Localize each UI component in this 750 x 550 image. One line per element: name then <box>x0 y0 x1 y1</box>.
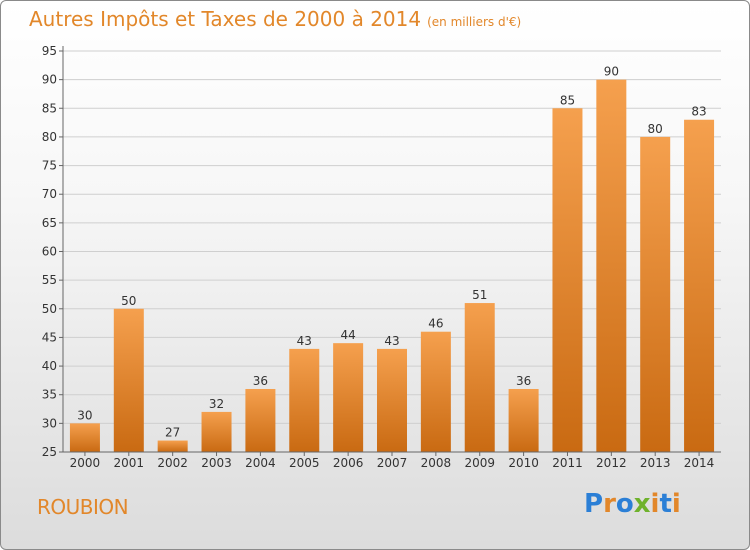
value-label: 36 <box>516 374 531 388</box>
y-tick-label: 70 <box>42 187 57 201</box>
x-tick-label: 2008 <box>421 456 452 470</box>
value-label: 90 <box>604 65 619 79</box>
x-tick-label: 2010 <box>508 456 539 470</box>
x-tick-label: 2003 <box>201 456 232 470</box>
y-tick-label: 30 <box>42 416 57 430</box>
y-tick-label: 75 <box>42 159 57 173</box>
logo-letter: t <box>659 489 672 519</box>
tick-labels: 25 30 35 40 45 50 55 60 65 70 75 80 85 90 95 30 2000 50 20… <box>42 44 715 470</box>
axes <box>59 46 721 456</box>
value-label: 46 <box>428 317 443 331</box>
chart-unit: (en milliers d'€) <box>427 15 522 29</box>
chart-title: Autres Impôts et Taxes de 2000 à 2014 (en… <box>29 7 521 31</box>
bar <box>69 423 100 452</box>
bar <box>508 388 539 452</box>
x-tick-label: 2014 <box>684 456 715 470</box>
bar <box>464 303 495 452</box>
x-tick-label: 2013 <box>640 456 671 470</box>
place-name: ROUBION <box>37 495 129 519</box>
value-label: 85 <box>560 93 575 107</box>
bar <box>157 440 188 452</box>
bar <box>113 308 144 452</box>
value-label: 51 <box>472 288 487 302</box>
x-tick-label: 2001 <box>114 456 145 470</box>
bar <box>377 348 407 452</box>
value-label: 83 <box>691 105 706 119</box>
y-tick-label: 35 <box>42 388 57 402</box>
value-label: 27 <box>165 426 180 440</box>
bar <box>333 343 364 452</box>
proxiti-logo: Proxiti <box>584 489 681 519</box>
bars <box>69 79 715 453</box>
bar <box>596 79 627 453</box>
x-tick-label: 2006 <box>333 456 364 470</box>
x-tick-label: 2002 <box>157 456 188 470</box>
y-tick-label: 25 <box>42 445 57 459</box>
y-tick-label: 60 <box>42 245 57 259</box>
bar <box>552 108 583 453</box>
y-tick-label: 40 <box>42 359 57 373</box>
y-tick-label: 85 <box>42 101 57 115</box>
value-label: 43 <box>384 334 399 348</box>
logo-letter: r <box>603 489 616 519</box>
logo-letter: P <box>584 489 604 519</box>
value-label: 36 <box>253 374 268 388</box>
y-tick-label: 55 <box>42 273 57 287</box>
x-tick-label: 2012 <box>596 456 627 470</box>
x-tick-label: 2004 <box>245 456 276 470</box>
y-tick-label: 65 <box>42 216 57 230</box>
x-tick-label: 2009 <box>464 456 495 470</box>
x-tick-label: 2007 <box>377 456 408 470</box>
x-tick-label: 2005 <box>289 456 320 470</box>
bar <box>245 388 276 452</box>
value-label: 44 <box>340 328 355 342</box>
x-tick-label: 2000 <box>70 456 101 470</box>
bar <box>640 136 671 452</box>
chart-title-text: Autres Impôts et Taxes de 2000 à 2014 <box>29 7 422 31</box>
y-tick-label: 80 <box>42 130 57 144</box>
y-tick-label: 50 <box>42 302 57 316</box>
value-label: 50 <box>121 294 136 308</box>
logo-letter: x <box>633 489 651 519</box>
y-tick-label: 90 <box>42 73 57 87</box>
value-label: 43 <box>297 334 312 348</box>
value-label: 30 <box>77 408 92 422</box>
y-tick-label: 95 <box>42 44 57 58</box>
bar <box>420 331 451 452</box>
bar <box>201 411 232 452</box>
value-label: 80 <box>648 122 663 136</box>
value-label: 32 <box>209 397 224 411</box>
logo-letter: i <box>671 489 681 519</box>
x-tick-label: 2011 <box>552 456 583 470</box>
bar <box>289 348 320 452</box>
logo-letter: o <box>615 489 634 519</box>
bar <box>684 119 715 452</box>
y-tick-label: 45 <box>42 330 57 344</box>
logo-letter: i <box>650 489 660 519</box>
